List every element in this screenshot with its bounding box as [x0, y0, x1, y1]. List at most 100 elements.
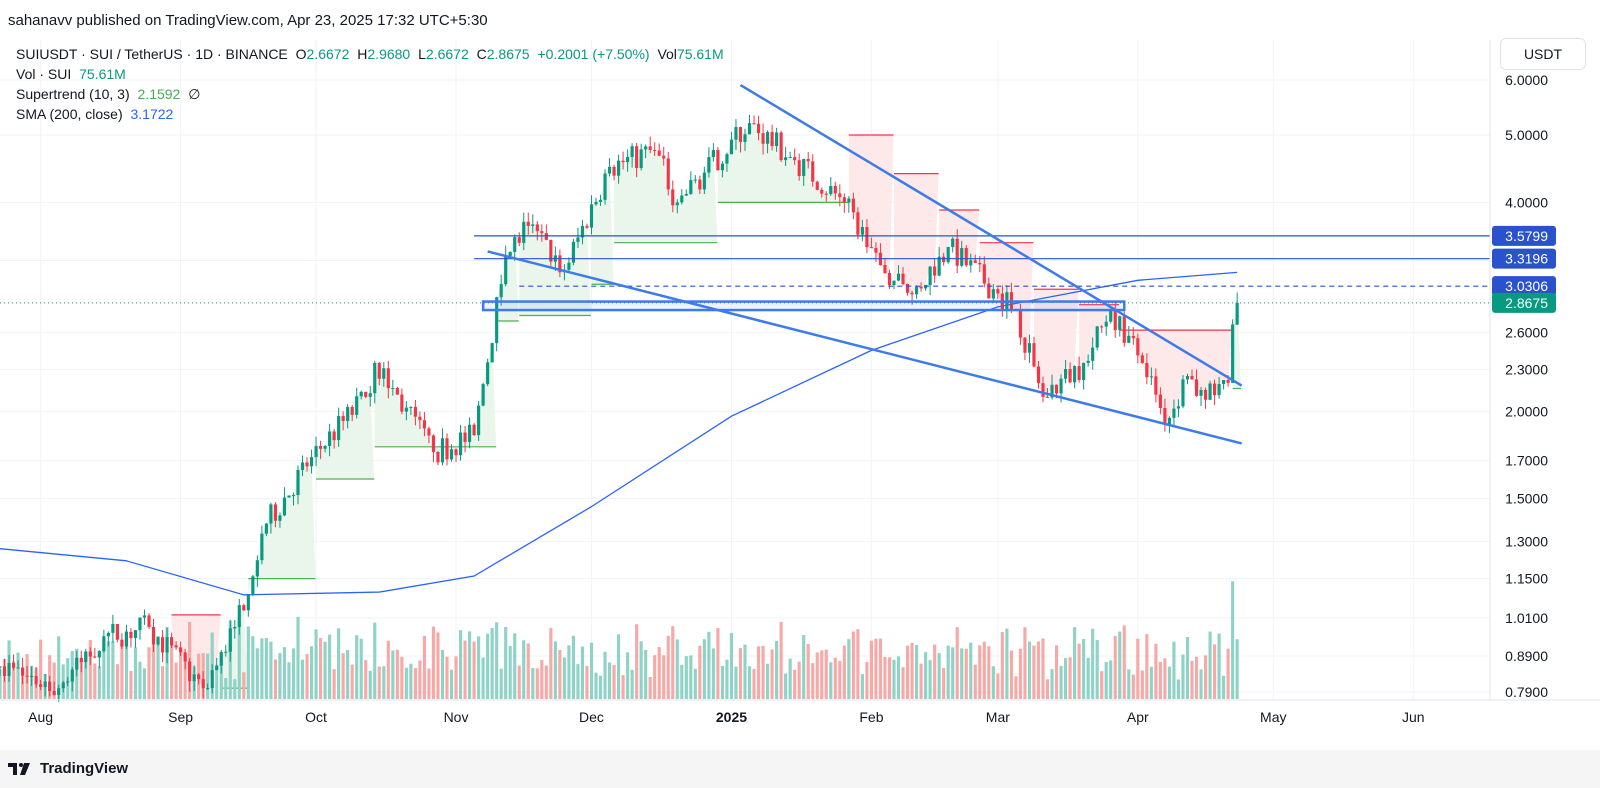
- candle-body: [887, 272, 892, 286]
- volume-bar: [1091, 628, 1095, 699]
- volume-bar: [1217, 633, 1221, 699]
- volume-bar: [648, 677, 652, 699]
- volume-bar: [549, 627, 553, 699]
- candle-body: [188, 661, 192, 682]
- close-label: C: [476, 46, 487, 62]
- supertrend-fill: [1033, 289, 1079, 398]
- candle: [373, 360, 377, 404]
- candle-body: [815, 181, 819, 190]
- candle-body: [160, 637, 165, 653]
- candle-body: [1235, 302, 1239, 325]
- candle-body: [305, 462, 309, 467]
- volume-bar: [309, 646, 314, 699]
- candle-body: [111, 624, 115, 633]
- volume-bar: [838, 660, 842, 699]
- candle-body: [734, 127, 738, 140]
- candle-body: [151, 626, 156, 645]
- candle: [1113, 300, 1117, 338]
- candle: [215, 657, 219, 671]
- candle: [1217, 376, 1221, 399]
- tradingview-logo[interactable]: TradingView: [8, 760, 128, 777]
- candle-body: [964, 248, 968, 266]
- candle-body: [458, 432, 463, 456]
- candle: [445, 433, 449, 466]
- candle-body: [842, 197, 846, 203]
- candle-body: [1018, 310, 1023, 338]
- candle-body: [296, 470, 300, 496]
- volume-bar: [1027, 641, 1032, 699]
- candle: [594, 197, 598, 206]
- volume-indicator-row[interactable]: Vol · SUI 75.61M: [16, 64, 728, 84]
- price-tick-label: 5.0000: [1505, 127, 1548, 143]
- candle: [779, 130, 783, 163]
- candle-body: [1086, 360, 1090, 363]
- candle: [635, 143, 639, 178]
- volume-bar: [350, 664, 354, 699]
- candle: [7, 655, 11, 682]
- candle-body: [978, 262, 982, 265]
- volume-bar: [138, 661, 142, 699]
- candle: [413, 399, 417, 426]
- volume-bar: [829, 662, 833, 699]
- candle-body: [684, 193, 688, 196]
- volume-bar: [842, 645, 846, 699]
- candle-body: [395, 387, 399, 395]
- sma-indicator-row[interactable]: SMA (200, close) 3.1722: [16, 104, 728, 124]
- volume-bar: [887, 657, 892, 699]
- candle-body: [693, 179, 697, 181]
- volume-bar: [1018, 648, 1023, 699]
- candle: [1222, 380, 1226, 390]
- volume-bar: [612, 665, 616, 699]
- candle-body: [48, 681, 52, 692]
- candle-body: [982, 264, 986, 284]
- candle: [535, 220, 539, 241]
- candle: [892, 280, 896, 290]
- supertrend-fill: [1119, 316, 1233, 424]
- candle: [657, 143, 661, 157]
- candle-body: [1059, 378, 1063, 394]
- supertrend-indicator-row[interactable]: Supertrend (10, 3) 2.1592 ∅: [16, 84, 728, 104]
- volume-bar: [97, 666, 101, 699]
- volume-bar: [391, 650, 395, 699]
- candle-body: [662, 155, 666, 159]
- candle-body: [865, 227, 869, 248]
- candle-body: [698, 179, 702, 190]
- volume-bar: [698, 645, 702, 699]
- candle-body: [1140, 355, 1144, 363]
- volume-bar: [332, 669, 336, 699]
- candle-body: [811, 161, 815, 182]
- candle-body: [933, 266, 937, 276]
- volume-bar: [874, 638, 878, 699]
- volume-label: Vol: [657, 46, 677, 62]
- candle-body: [824, 193, 828, 195]
- candle: [689, 171, 693, 195]
- candle-body: [1190, 376, 1194, 380]
- candle: [738, 126, 743, 153]
- candle: [1122, 311, 1126, 347]
- candle-body: [919, 286, 923, 289]
- symbol-title[interactable]: SUIUSDT · SUI / TetherUS · 1D · BINANCE: [16, 46, 288, 62]
- candle-body: [616, 160, 621, 176]
- candle-body: [960, 248, 964, 266]
- candle: [856, 207, 860, 240]
- volume-bar: [892, 659, 896, 699]
- candle: [933, 258, 937, 283]
- volume-bar: [747, 666, 752, 699]
- candle-body: [242, 605, 246, 611]
- volume-bar: [1163, 658, 1167, 699]
- candle: [991, 284, 995, 303]
- candle-body: [418, 416, 422, 421]
- volume-bar: [1194, 656, 1199, 699]
- candle: [851, 192, 855, 220]
- candle-body: [246, 594, 250, 611]
- candle-body: [1036, 366, 1041, 384]
- volume-bar: [219, 656, 223, 699]
- candle-body: [901, 273, 905, 285]
- volume-bar: [346, 649, 350, 699]
- volume-bar: [1185, 637, 1190, 699]
- candle: [183, 648, 187, 670]
- currency-button[interactable]: USDT: [1500, 38, 1586, 70]
- volume-bar: [373, 622, 377, 699]
- candle-body: [337, 415, 341, 441]
